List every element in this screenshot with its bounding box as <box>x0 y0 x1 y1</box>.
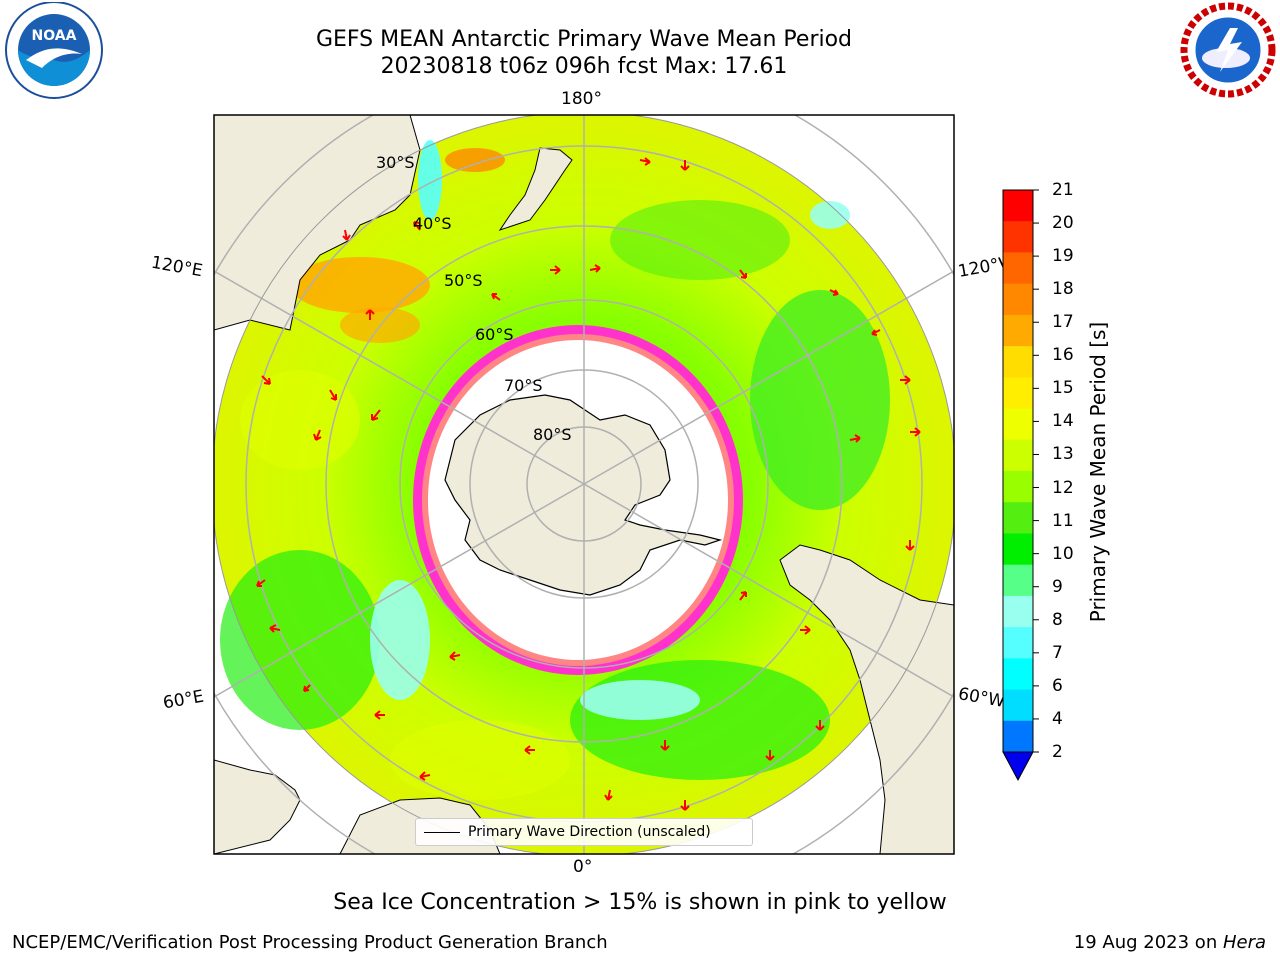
colorbar-label: 6 <box>1052 675 1063 696</box>
wave-direction-arrows <box>256 157 921 811</box>
wave-arrow <box>680 800 690 811</box>
wave-arrow <box>303 684 311 692</box>
wave-field-blob <box>290 257 430 313</box>
colorbar-label: 4 <box>1052 708 1063 729</box>
wave-arrow <box>910 427 921 437</box>
colorbar-label: 18 <box>1052 279 1074 300</box>
wave-field-blob <box>750 290 890 510</box>
wave-arrow <box>313 429 322 441</box>
lon-label-180: 180° <box>561 89 602 109</box>
wave-arrow <box>269 624 281 633</box>
lat-label-50s: 50°S <box>444 271 483 290</box>
colorbar-label: 15 <box>1052 378 1074 399</box>
australia-landmass <box>214 115 421 331</box>
colorbar-label: 17 <box>1052 312 1074 333</box>
wave-arrow <box>491 293 501 301</box>
wave-arrow <box>419 771 431 781</box>
wave-field-blob <box>610 200 790 280</box>
wave-arrow <box>524 745 535 755</box>
colorbar-label: 16 <box>1052 345 1074 366</box>
legend-label: Primary Wave Direction (unscaled) <box>468 824 711 840</box>
wave-arrow <box>371 409 381 421</box>
credit-date-text: 19 Aug 2023 on <box>1073 932 1223 953</box>
wave-arrow <box>365 309 375 320</box>
wave-arrow <box>449 651 461 661</box>
colorbar-label: 14 <box>1052 411 1074 432</box>
wave-field-blob <box>810 201 850 229</box>
wave-arrow <box>815 720 825 731</box>
wave-arrow <box>639 157 651 166</box>
map-border <box>213 114 955 855</box>
colorbar-label: 10 <box>1052 543 1074 564</box>
sea-ice-footnote: Sea Ice Concentration > 15% is shown in … <box>333 890 947 915</box>
legend-line-sample <box>424 832 460 833</box>
credit-branch: NCEP/EMC/Verification Post Processing Pr… <box>12 932 608 953</box>
wave-arrow <box>342 229 351 241</box>
colorbar-label: 9 <box>1052 576 1063 597</box>
nws-logo <box>1176 2 1278 106</box>
lat-label-40s: 40°S <box>413 214 452 233</box>
wave-arrow <box>849 434 861 443</box>
lon-label-0: 0° <box>573 857 593 877</box>
chart-subtitle: 20230818 t06z 096h fcst Max: 17.61 <box>380 54 788 79</box>
colorbar-label: 21 <box>1052 180 1074 200</box>
new-zealand-landmass <box>498 147 573 231</box>
wave-arrow <box>739 591 747 601</box>
colorbar-label: 2 <box>1052 742 1063 762</box>
wave-arrow <box>660 740 670 751</box>
south-america-landmass <box>779 544 954 854</box>
chart-title: GEFS MEAN Antarctic Primary Wave Mean Pe… <box>315 27 853 52</box>
lat-label-30s: 30°S <box>376 153 415 172</box>
wave-arrow <box>329 389 337 401</box>
credit-machine: Hera <box>1222 932 1266 953</box>
wave-field-blob <box>570 660 830 780</box>
noaa-logo-text: NOAA <box>32 28 77 44</box>
wave-arrow <box>589 264 601 273</box>
wave-field-blob <box>240 370 360 470</box>
wave-field-blob <box>580 680 700 720</box>
wave-arrow <box>256 579 266 587</box>
colorbar-label: 8 <box>1052 609 1063 630</box>
wave-arrow <box>261 375 271 385</box>
wave-arrow <box>550 265 561 275</box>
wave-arrow <box>374 710 385 720</box>
colorbar-label: 19 <box>1052 246 1074 267</box>
wave-arrow <box>905 540 915 551</box>
wave-arrow <box>739 269 747 279</box>
credit-date: 19 Aug 2023 on Hera <box>1074 932 1266 953</box>
wave-arrow <box>829 289 839 296</box>
wave-field-blob <box>220 550 380 730</box>
lat-label-80s: 80°S <box>533 425 572 444</box>
noaa-logo: NOAA <box>2 1 106 106</box>
map-legend: Primary Wave Direction (unscaled) <box>415 818 753 846</box>
wave-arrow <box>413 221 421 231</box>
wave-arrow <box>900 375 911 385</box>
wave-arrow <box>871 329 881 336</box>
wave-arrow <box>800 625 811 635</box>
colorbar-label: 13 <box>1052 444 1074 465</box>
colorbar-label: 12 <box>1052 477 1074 498</box>
colorbar-label: 20 <box>1052 213 1074 234</box>
colorbar-title: Primary Wave Mean Period [s] <box>1086 321 1110 623</box>
lat-label-70s: 70°S <box>504 376 543 395</box>
colorbar-label: 11 <box>1052 510 1074 531</box>
lat-label-60s: 60°S <box>475 325 514 344</box>
wave-arrow <box>604 789 613 801</box>
wave-field-blob <box>418 140 442 220</box>
wave-field-blob <box>390 720 570 800</box>
colorbar-label: 7 <box>1052 642 1063 663</box>
wave-arrow <box>765 750 775 761</box>
wave-field-blob <box>370 580 430 700</box>
wave-field-blob <box>445 148 505 172</box>
wave-arrow <box>680 160 690 171</box>
